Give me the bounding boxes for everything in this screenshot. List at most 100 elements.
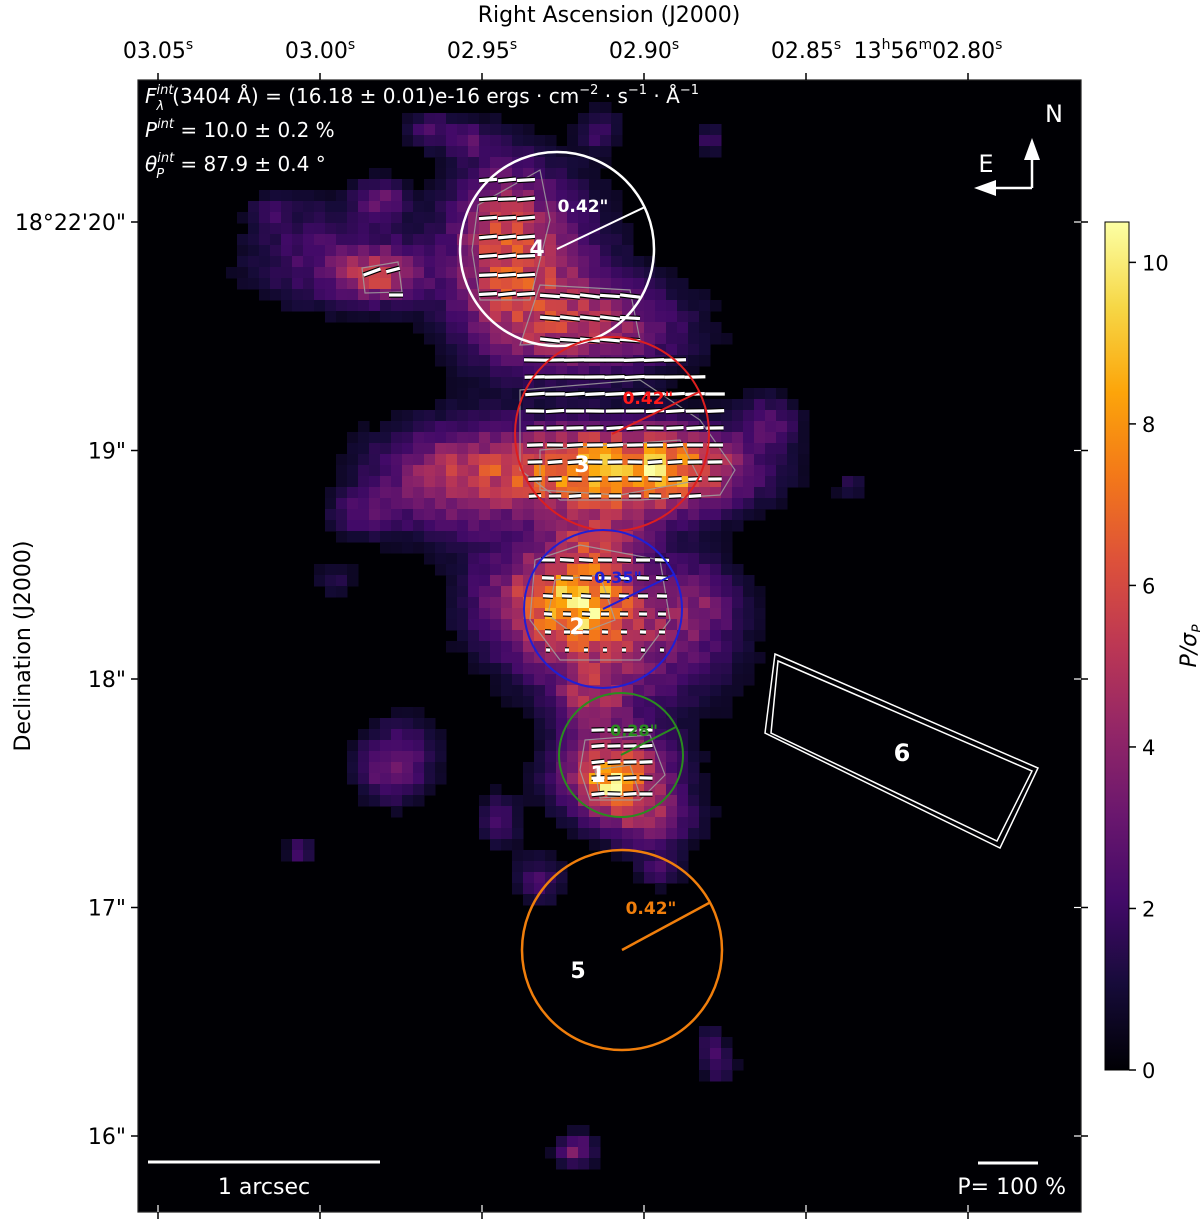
heatmap-pixel — [666, 366, 678, 378]
heatmap-pixel — [567, 256, 579, 268]
heatmap-pixel — [655, 465, 667, 477]
heatmap-pixel — [435, 289, 447, 301]
heatmap-pixel — [699, 509, 711, 521]
heatmap-pixel — [501, 586, 513, 598]
heatmap-pixel — [545, 509, 557, 521]
x-axis-title: Right Ascension (J2000) — [478, 3, 741, 28]
heatmap-pixel — [435, 223, 447, 235]
heatmap-pixel — [710, 124, 722, 136]
heatmap-pixel — [446, 190, 458, 202]
heatmap-pixel — [435, 300, 447, 312]
heatmap-pixel — [468, 553, 480, 565]
heatmap-pixel — [556, 201, 568, 213]
heatmap-pixel — [435, 278, 447, 290]
heatmap-pixel — [347, 465, 359, 477]
heatmap-pixel — [710, 443, 722, 455]
heatmap-pixel — [468, 454, 480, 466]
heatmap-pixel — [556, 817, 568, 829]
heatmap-pixel — [391, 751, 403, 763]
heatmap-pixel — [424, 256, 436, 268]
heatmap-pixel — [589, 234, 601, 246]
heatmap-pixel — [721, 586, 733, 598]
heatmap-pixel — [380, 190, 392, 202]
heatmap-pixel — [721, 608, 733, 620]
region-5: 0.42" 5 — [520, 848, 724, 1052]
heatmap-pixel — [743, 487, 755, 499]
heatmap-pixel — [259, 212, 271, 224]
heatmap-pixel — [721, 520, 733, 532]
heatmap-pixel — [578, 245, 590, 257]
heatmap-pixel — [666, 839, 678, 851]
heatmap-pixel — [578, 201, 590, 213]
heatmap-pixel — [589, 113, 601, 125]
heatmap-pixel — [721, 465, 733, 477]
heatmap-pixel — [479, 223, 491, 235]
heatmap-pixel — [314, 201, 326, 213]
heatmap-pixel — [501, 410, 513, 422]
heatmap-pixel — [479, 520, 491, 532]
heatmap-pixel — [600, 509, 612, 521]
heatmap-pixel — [556, 718, 568, 730]
heatmap-pixel — [655, 784, 667, 796]
heatmap-pixel — [578, 773, 590, 785]
polarization-vector — [559, 315, 581, 321]
heatmap-pixel — [589, 718, 601, 730]
heatmap-pixel — [303, 267, 315, 279]
heatmap-pixel — [644, 509, 656, 521]
heatmap-pixel — [226, 267, 238, 279]
heatmap-pixel — [743, 619, 755, 631]
heatmap-pixel — [578, 212, 590, 224]
heatmap-pixel — [655, 707, 667, 719]
heatmap-pixel — [655, 751, 667, 763]
polarization-vector — [668, 494, 682, 498]
heatmap-pixel — [556, 267, 568, 279]
heatmap-pixel — [512, 509, 524, 521]
heatmap-pixel — [688, 751, 700, 763]
heatmap-pixel — [699, 553, 711, 565]
polarization-vector — [606, 425, 624, 431]
heatmap-pixel — [523, 674, 535, 686]
heatmap-pixel — [402, 740, 414, 752]
heatmap-pixel — [633, 630, 645, 642]
heatmap-pixel — [721, 454, 733, 466]
heatmap-pixel — [754, 652, 766, 664]
heatmap-pixel — [402, 762, 414, 774]
heatmap-pixel — [699, 795, 711, 807]
heatmap-pixel — [611, 641, 623, 653]
heatmap-pixel — [391, 190, 403, 202]
heatmap-pixel — [490, 542, 502, 554]
heatmap-pixel — [523, 531, 535, 543]
heatmap-pixel — [578, 729, 590, 741]
heatmap-pixel — [699, 300, 711, 312]
heatmap-pixel — [611, 377, 623, 389]
heatmap-pixel — [446, 553, 458, 565]
heatmap-pixel — [666, 289, 678, 301]
heatmap-pixel — [424, 245, 436, 257]
x-tick-label: 03.00s — [285, 37, 355, 64]
heatmap-pixel — [336, 498, 348, 510]
heatmap-pixel — [633, 399, 645, 411]
heatmap-pixel — [666, 817, 678, 829]
x-tick-label: 02.90s — [609, 37, 679, 64]
heatmap-pixel — [556, 300, 568, 312]
heatmap-pixel — [556, 663, 568, 675]
heatmap-pixel — [710, 531, 722, 543]
heatmap-pixel — [578, 454, 590, 466]
heatmap-pixel — [424, 531, 436, 543]
heatmap-pixel — [699, 806, 711, 818]
heatmap-pixel — [710, 487, 722, 499]
heatmap-pixel — [402, 432, 414, 444]
heatmap-pixel — [600, 113, 612, 125]
heatmap-pixel — [501, 630, 513, 642]
heatmap-pixel — [578, 652, 590, 664]
heatmap-pixel — [622, 586, 634, 598]
heatmap-pixel — [556, 652, 568, 664]
heatmap-pixel — [578, 586, 590, 598]
heatmap-pixel — [380, 432, 392, 444]
heatmap-pixel — [666, 300, 678, 312]
heatmap-pixel — [391, 278, 403, 290]
heatmap-pixel — [501, 542, 513, 554]
heatmap-pixel — [490, 487, 502, 499]
heatmap-pixel — [710, 498, 722, 510]
heatmap-pixel — [545, 399, 557, 411]
